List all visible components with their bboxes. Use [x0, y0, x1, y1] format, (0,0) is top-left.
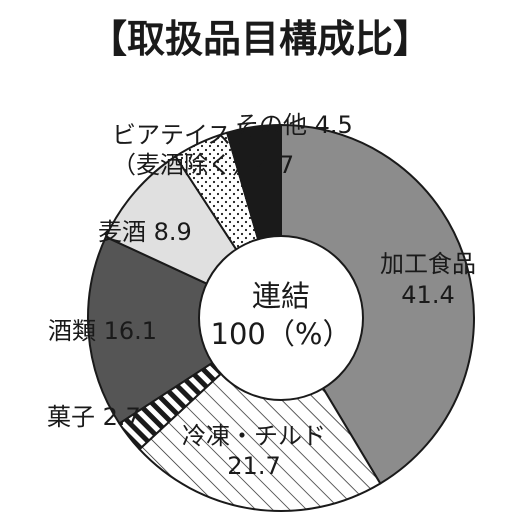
slice-label-beer: 麦酒 8.9 [98, 218, 192, 246]
slice-label-frozen-name: 冷凍・チルド [182, 422, 326, 450]
center-label-line1: 連結 [252, 279, 310, 313]
slice-label-liquor: 酒類 16.1 [48, 317, 157, 345]
pie-slice-冷凍・チルド [138, 317, 382, 512]
slice-label-beertaste-name: ビアテイスト [112, 121, 255, 149]
slice-label-other: その他 4.5 [235, 111, 353, 139]
center-hole [198, 235, 364, 401]
slice-label-frozen-value: 21.7 [227, 452, 280, 480]
chart-title: 【取扱品目構成比】 [89, 17, 431, 61]
slice-label-food-name: 加工食品 [380, 250, 476, 278]
pie-slice-酒類 [87, 235, 282, 425]
slice-label-food-value: 41.4 [401, 281, 454, 309]
slice-label-snack: 菓子 2.7 [47, 403, 141, 431]
center-label-line2: 100（%） [211, 317, 352, 351]
pie-slice-加工食品 [280, 124, 475, 485]
slice-label-beertaste-value: （麦酒除く）4.7 [112, 151, 294, 179]
